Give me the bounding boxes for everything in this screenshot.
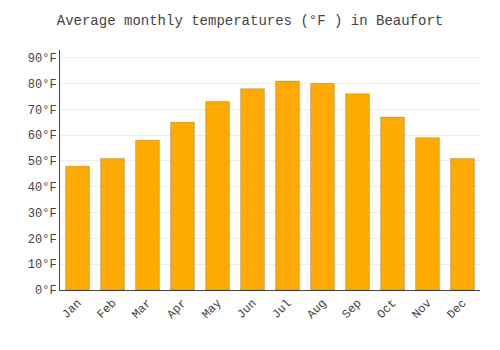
svg-text:Oct: Oct <box>374 297 399 322</box>
svg-text:Jan: Jan <box>59 297 84 322</box>
svg-text:May: May <box>199 297 224 322</box>
svg-text:50°F: 50°F <box>28 155 57 169</box>
svg-text:Apr: Apr <box>164 297 189 322</box>
svg-text:20°F: 20°F <box>28 233 57 247</box>
svg-text:Jul: Jul <box>269 297 294 322</box>
svg-text:70°F: 70°F <box>28 104 57 118</box>
svg-text:80°F: 80°F <box>28 78 57 92</box>
svg-text:10°F: 10°F <box>28 258 57 272</box>
svg-text:40°F: 40°F <box>28 181 57 195</box>
svg-text:Feb: Feb <box>94 297 119 322</box>
svg-text:Sep: Sep <box>339 297 364 322</box>
svg-text:0°F: 0°F <box>35 284 57 298</box>
svg-text:Average monthly temperatures (: Average monthly temperatures (°F ) in Be… <box>57 13 443 29</box>
svg-text:Dec: Dec <box>444 297 469 322</box>
svg-text:30°F: 30°F <box>28 207 57 221</box>
svg-text:Mar: Mar <box>129 297 154 322</box>
svg-text:Aug: Aug <box>304 297 329 322</box>
svg-text:60°F: 60°F <box>28 129 57 143</box>
svg-text:90°F: 90°F <box>28 52 57 66</box>
svg-text:Jun: Jun <box>234 297 259 322</box>
svg-text:Nov: Nov <box>409 297 434 322</box>
